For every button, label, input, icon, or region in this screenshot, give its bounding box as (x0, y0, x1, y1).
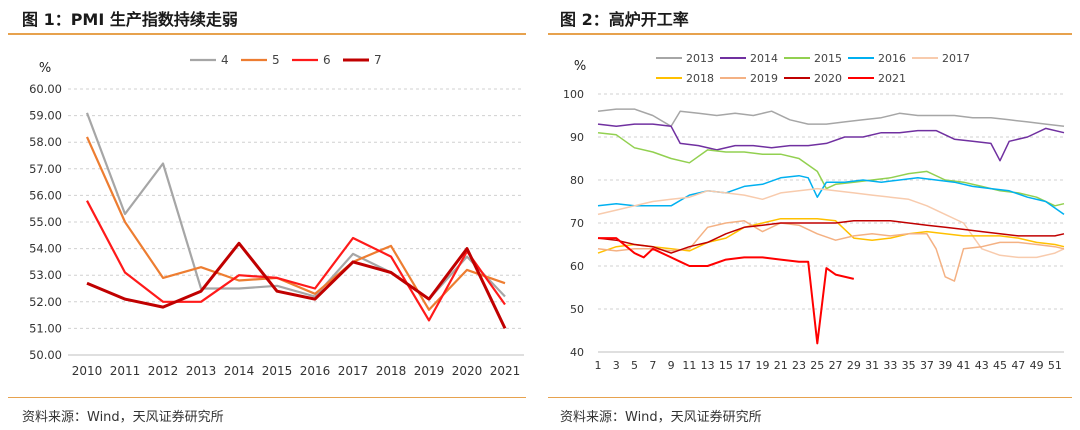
source-rule (548, 397, 1072, 398)
legend-label-2015: 2015 (814, 52, 842, 65)
x-tick-label: 2020 (452, 364, 483, 378)
x-tick-label: 2014 (224, 364, 255, 378)
chart-title: 图 2：高炉开工率 (560, 10, 689, 29)
x-tick-label: 21 (774, 359, 788, 372)
x-tick-label: 2011 (110, 364, 141, 378)
legend-label-6: 6 (323, 53, 331, 67)
y-tick-label: 80 (570, 174, 584, 187)
y-tick-label: 51.00 (29, 321, 62, 335)
chart-source: 资料来源：Wind，天风证券研究所 (22, 410, 224, 425)
series-line-6 (86, 200, 506, 322)
series-line-7 (86, 241, 507, 330)
x-tick-label: 47 (1011, 359, 1025, 372)
x-tick-label: 17 (737, 359, 751, 372)
series-line-2017 (597, 187, 1065, 259)
legend-label-5: 5 (272, 53, 280, 67)
series-line-2013 (597, 108, 1065, 128)
chart-title: 图 1：PMI 生产指数持续走弱 (22, 10, 238, 29)
chart-source: 资料来源：Wind，天风证券研究所 (560, 410, 762, 425)
series-line-2020 (597, 220, 1065, 254)
x-tick-label: 19 (755, 359, 769, 372)
x-tick-label: 2018 (376, 364, 407, 378)
x-tick-label: 2021 (490, 364, 521, 378)
legend-label-7: 7 (374, 53, 382, 67)
legend-label-2014: 2014 (750, 52, 778, 65)
y-tick-label: 53.00 (29, 268, 62, 282)
series-line-2016 (597, 174, 1065, 216)
x-tick-label: 2010 (72, 364, 103, 378)
x-tick-label: 2019 (414, 364, 445, 378)
legend-label-2017: 2017 (942, 52, 970, 65)
series-line-2018 (597, 217, 1065, 254)
y-axis-unit: % (39, 61, 51, 76)
legend-label-2018: 2018 (686, 72, 714, 85)
y-tick-label: 57.00 (29, 162, 62, 176)
x-tick-label: 45 (993, 359, 1007, 372)
pmi-line-chart: % 50.00 51.00 52.00 53.00 54.00 55.00 56.00 57.0… (29, 53, 524, 378)
y-tick-label: 52.00 (29, 295, 62, 309)
x-tick-label: 41 (956, 359, 970, 372)
x-tick-label: 35 (902, 359, 916, 372)
legend-label-2021: 2021 (878, 72, 906, 85)
y-tick-label: 100 (563, 88, 584, 101)
y-tick-label: 90 (570, 131, 584, 144)
chart-panel-blast-furnace: 图 2：高炉开工率 % 40 50 60 70 80 90 100 1 3 5 7 9 11 13 15 17 1… (548, 0, 1080, 430)
title-rule (548, 33, 1072, 35)
legend-label-2016: 2016 (878, 52, 906, 65)
x-tick-label: 29 (847, 359, 861, 372)
x-tick-label: 27 (829, 359, 843, 372)
x-tick-label: 7 (649, 359, 656, 372)
x-tick-label: 3 (613, 359, 620, 372)
x-tick-label: 33 (883, 359, 897, 372)
x-tick-label: 5 (631, 359, 638, 372)
y-tick-label: 56.00 (29, 188, 62, 202)
title-rule (8, 33, 526, 35)
x-tick-label: 2016 (300, 364, 331, 378)
series-line-2015 (597, 131, 1065, 207)
legend-label-2013: 2013 (686, 52, 714, 65)
x-tick-label: 2013 (186, 364, 217, 378)
x-tick-label: 1 (595, 359, 602, 372)
x-tick-label: 31 (865, 359, 879, 372)
chart-panel-pmi: 图 1：PMI 生产指数持续走弱 % 50.00 51.00 52.00 53.00 54… (0, 0, 530, 430)
series-line-5 (85, 136, 506, 311)
y-tick-label: 58.00 (29, 135, 62, 149)
series-line-4 (85, 112, 506, 301)
legend-label-2020: 2020 (814, 72, 842, 85)
legend-label-2019: 2019 (750, 72, 778, 85)
x-tick-label: 11 (682, 359, 696, 372)
x-tick-label: 37 (920, 359, 934, 372)
x-tick-label: 2017 (338, 364, 369, 378)
x-tick-label: 25 (810, 359, 824, 372)
y-tick-label: 55.00 (29, 215, 62, 229)
legend-label-4: 4 (221, 53, 229, 67)
source-rule (8, 397, 526, 398)
x-tick-label: 51 (1048, 359, 1062, 372)
x-tick-label: 23 (792, 359, 806, 372)
x-tick-label: 13 (701, 359, 715, 372)
x-tick-label: 49 (1030, 359, 1044, 372)
y-tick-label: 60 (570, 260, 584, 273)
x-tick-label: 2012 (148, 364, 179, 378)
y-tick-label: 60.00 (29, 82, 62, 96)
y-tick-label: 50.00 (29, 348, 62, 362)
y-tick-label: 40 (570, 346, 584, 359)
y-tick-label: 54.00 (29, 242, 62, 256)
series-line-2021 (598, 237, 855, 345)
y-tick-label: 59.00 (29, 109, 62, 123)
x-tick-label: 15 (719, 359, 733, 372)
x-tick-label: 9 (668, 359, 675, 372)
y-axis-unit: % (574, 59, 586, 74)
x-tick-label: 43 (975, 359, 989, 372)
x-tick-label: 2015 (262, 364, 293, 378)
y-tick-label: 50 (570, 303, 584, 316)
x-tick-label: 39 (938, 359, 952, 372)
y-tick-label: 70 (570, 217, 584, 230)
series-line-2014 (597, 123, 1065, 162)
